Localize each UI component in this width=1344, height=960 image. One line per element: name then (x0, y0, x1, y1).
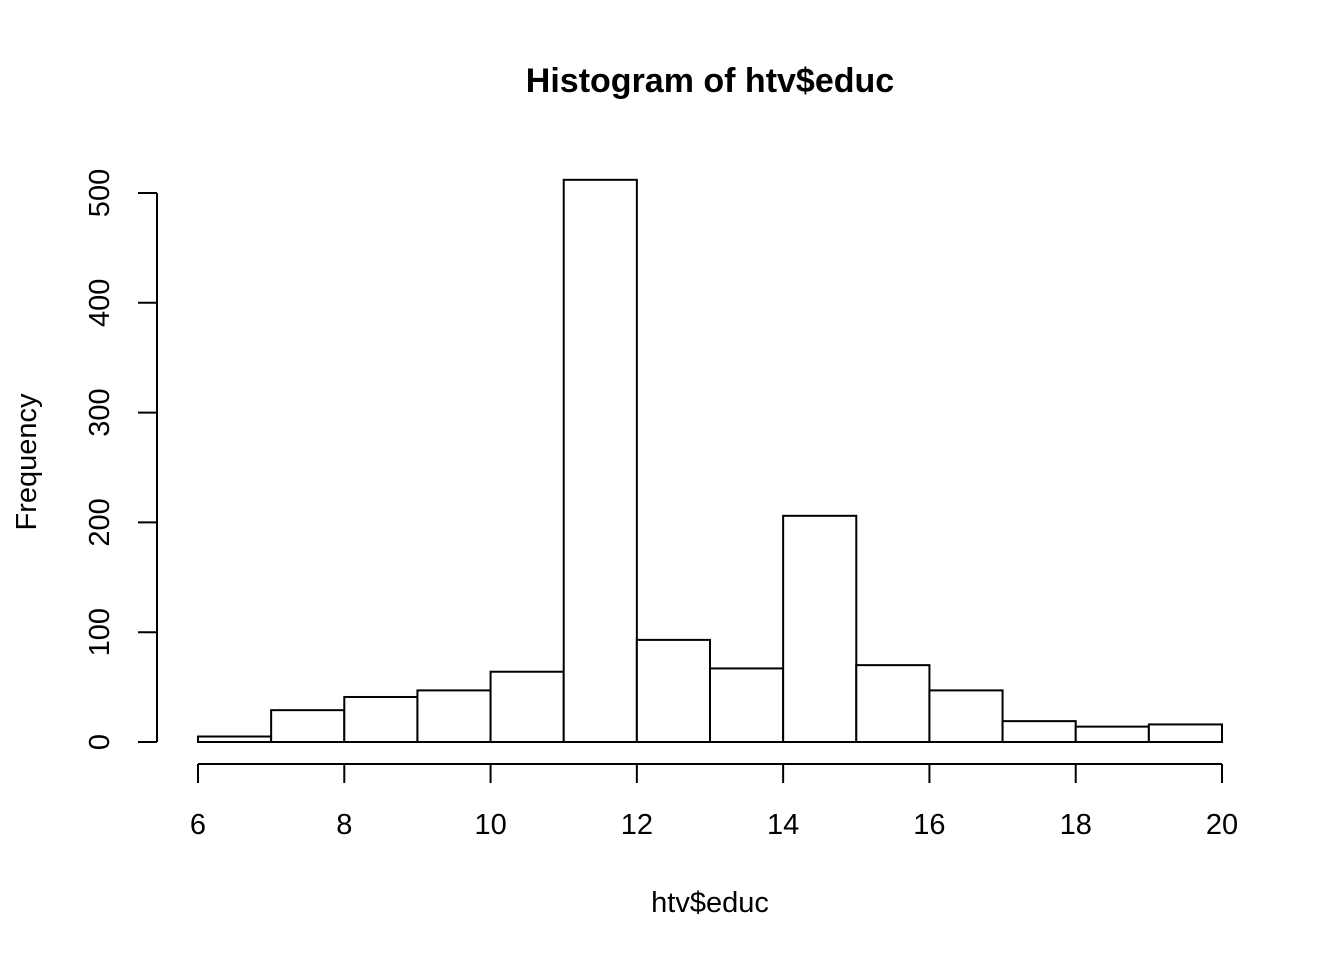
x-tick-label-14: 14 (767, 809, 799, 841)
x-tick-label-8: 8 (336, 809, 352, 841)
x-tick-label-12: 12 (621, 809, 653, 841)
x-tick-label-18: 18 (1060, 809, 1092, 841)
histogram-bar-12-13 (635, 638, 711, 743)
histogram-bar-10-11 (489, 670, 565, 744)
y-tick-label-400: 400 (84, 279, 116, 327)
y-tick-label-0: 0 (84, 734, 116, 750)
histogram-bar-9-10 (416, 689, 492, 743)
bars-group (197, 178, 1224, 744)
x-tick-label-6: 6 (190, 809, 206, 841)
histogram-bar-19-20 (1147, 723, 1224, 744)
x-tick-label-16: 16 (913, 809, 945, 841)
y-tick-label-300: 300 (84, 388, 116, 436)
histogram-bar-6-7 (197, 735, 273, 744)
histogram-bar-11-12 (562, 178, 638, 744)
y-axis-label: Frequency (11, 393, 43, 531)
histogram-bar-16-17 (928, 689, 1004, 743)
x-axis-label: htv$educ (651, 887, 769, 919)
x-tick-label-10: 10 (474, 809, 506, 841)
histogram-bar-17-18 (1001, 720, 1077, 743)
histogram-bar-7-8 (270, 709, 346, 744)
chart-title: Histogram of htv$educ (526, 62, 894, 100)
histogram-bar-15-16 (855, 664, 931, 744)
histogram-bar-14-15 (782, 514, 858, 744)
histogram-bar-18-19 (1074, 725, 1150, 743)
histogram-bar-13-14 (709, 667, 785, 744)
histogram-bar-8-9 (343, 695, 419, 743)
y-tick-label-200: 200 (84, 498, 116, 546)
x-tick-label-20: 20 (1206, 809, 1238, 841)
y-axis: 0 100 200 300 400 500 (84, 169, 158, 750)
y-tick-label-500: 500 (84, 169, 116, 217)
y-tick-label-100: 100 (84, 608, 116, 656)
x-axis: 6 8 10 12 14 16 18 20 (190, 763, 1238, 841)
